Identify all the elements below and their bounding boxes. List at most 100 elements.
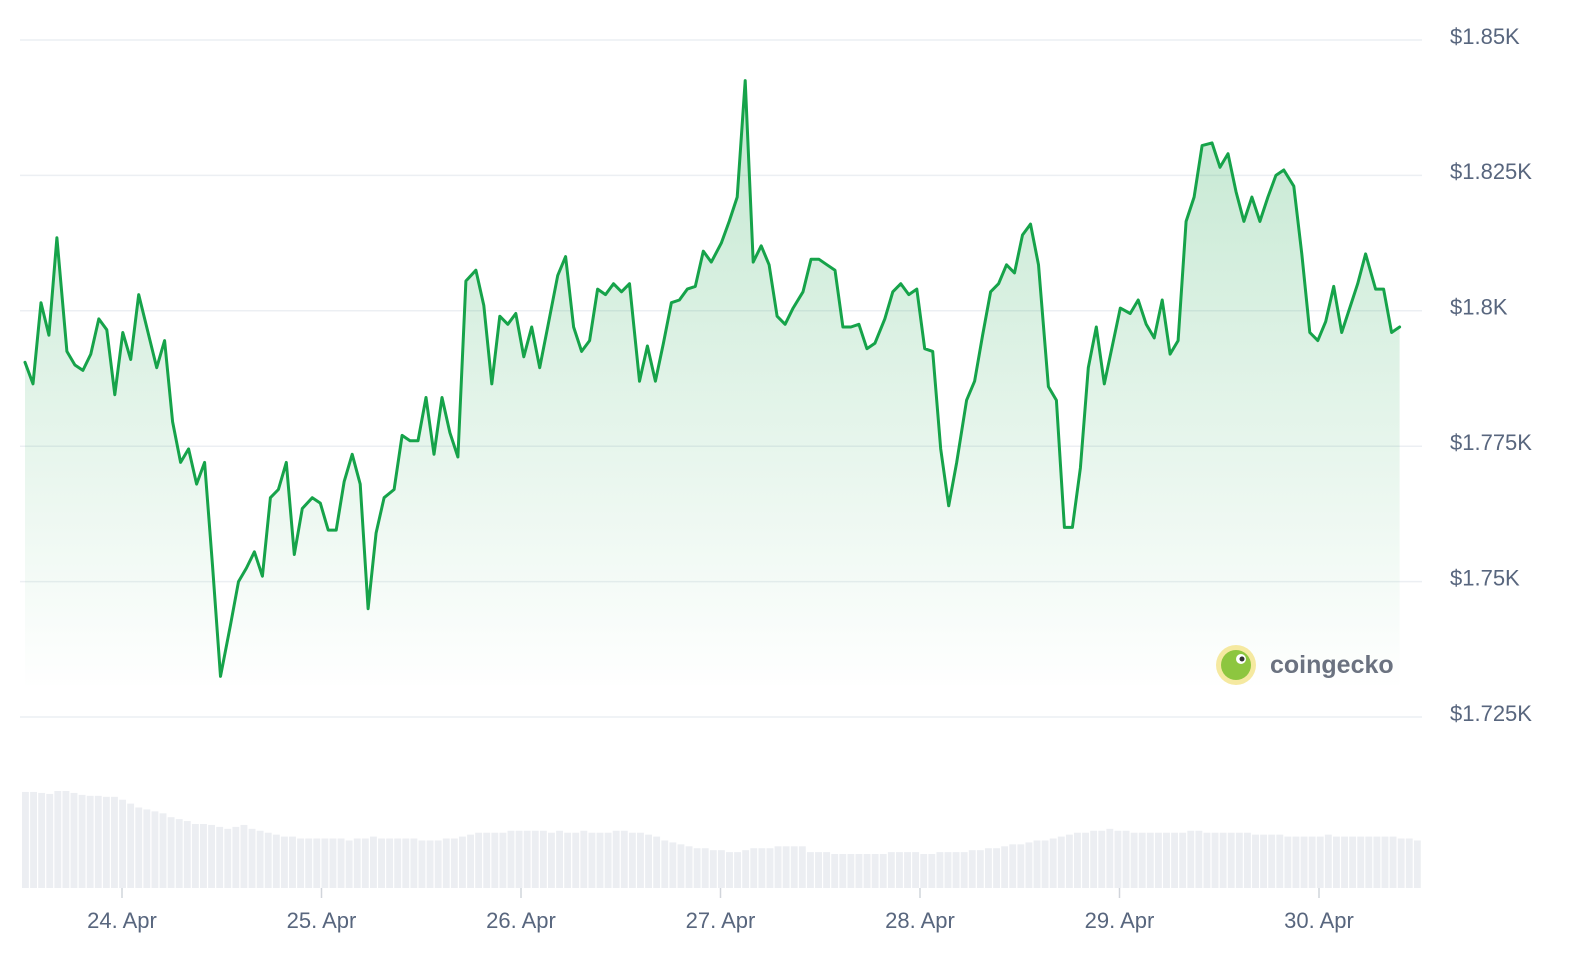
volume-bar	[960, 852, 968, 888]
volume-bar	[750, 848, 758, 888]
volume-bar	[467, 834, 474, 888]
volume-bar	[1001, 846, 1009, 888]
volume-bar	[661, 840, 669, 888]
volume-bar	[46, 793, 54, 888]
volume-bar	[1381, 836, 1389, 888]
volume-bar	[337, 838, 345, 888]
volume-bar	[54, 791, 62, 888]
y-tick-label: $1.775K	[1450, 430, 1532, 455]
volume-bar	[143, 809, 151, 888]
volume-bar	[774, 846, 782, 888]
x-tick-label: 30. Apr	[1284, 908, 1354, 933]
volume-bar	[1397, 838, 1405, 888]
volume-bars	[22, 791, 1421, 888]
volume-bar	[685, 846, 693, 888]
volume-bar	[912, 852, 920, 888]
volume-bar	[1235, 832, 1243, 888]
volume-bar	[645, 834, 653, 888]
volume-bar	[1316, 836, 1324, 888]
x-tick-label: 27. Apr	[686, 908, 756, 933]
volume-bar	[904, 852, 911, 888]
volume-bar	[847, 854, 855, 888]
volume-bar	[111, 796, 118, 888]
volume-bar	[1025, 842, 1033, 888]
coingecko-watermark: coingecko	[1216, 645, 1394, 685]
volume-bar	[483, 832, 491, 888]
x-tick-label: 25. Apr	[287, 908, 357, 933]
volume-bar	[200, 823, 207, 888]
volume-bar	[159, 813, 167, 888]
volume-bar	[976, 850, 984, 888]
volume-bar	[1171, 832, 1179, 888]
volume-bar	[1389, 836, 1397, 888]
volume-bar	[442, 838, 450, 888]
volume-bar	[879, 854, 887, 888]
volume-bar	[1017, 844, 1025, 888]
volume-bar	[572, 832, 580, 888]
volume-bar	[289, 836, 296, 888]
volume-bar	[30, 791, 37, 888]
volume-bar	[175, 819, 183, 888]
volume-bar	[1300, 836, 1308, 888]
volume-bar	[669, 842, 677, 888]
volume-bar	[499, 832, 507, 888]
volume-bar	[1146, 832, 1154, 888]
volume-bar	[1179, 832, 1187, 888]
volume-bar	[1106, 828, 1114, 888]
volume-bar	[758, 848, 766, 888]
volume-bar	[426, 840, 434, 888]
gecko-logo-icon	[1216, 645, 1256, 685]
volume-bar	[167, 817, 175, 888]
volume-bar	[1041, 840, 1049, 888]
volume-bar	[78, 794, 86, 888]
volume-bar	[369, 836, 377, 888]
volume-bar	[305, 838, 313, 888]
price-area-fill	[25, 80, 1400, 691]
y-axis-labels: $1.85K $1.825K $1.8K $1.775K $1.75K $1.725K	[1450, 24, 1532, 726]
volume-bar	[831, 854, 839, 888]
volume-bar	[1211, 832, 1219, 888]
volume-bar	[1082, 832, 1090, 888]
volume-bar	[507, 830, 515, 888]
volume-bar	[232, 826, 240, 888]
volume-bar	[839, 854, 847, 888]
volume-bar	[1357, 836, 1365, 888]
volume-bar	[1195, 830, 1203, 888]
volume-bar	[701, 848, 709, 888]
volume-bar	[280, 836, 288, 888]
volume-bar	[321, 838, 329, 888]
volume-bar	[1349, 836, 1357, 888]
volume-bar	[1098, 830, 1106, 888]
coingecko-brand-text: coingecko	[1270, 651, 1394, 679]
volume-bar	[208, 824, 216, 888]
volume-bar	[224, 828, 232, 888]
volume-bar	[86, 795, 94, 888]
volume-bar	[1341, 836, 1348, 888]
volume-bar	[1122, 830, 1130, 888]
volume-bar	[742, 850, 750, 888]
volume-bar	[386, 838, 394, 888]
volume-bar	[216, 826, 224, 888]
y-tick-label: $1.85K	[1450, 24, 1520, 49]
volume-bar	[734, 852, 742, 888]
volume-bar	[588, 832, 596, 888]
volume-bar	[968, 850, 976, 888]
volume-bar	[434, 840, 442, 888]
volume-bar	[353, 838, 361, 888]
x-axis-labels: 24. Apr 25. Apr 26. Apr 27. Apr 28. Apr 29. A…	[87, 888, 1354, 933]
volume-bar	[70, 792, 78, 888]
volume-bar	[1284, 836, 1292, 888]
volume-bar	[135, 807, 143, 888]
volume-bar	[297, 838, 305, 888]
volume-bar	[936, 852, 944, 888]
volume-bar	[1227, 832, 1235, 888]
price-line[interactable]	[23, 79, 1402, 678]
x-tick-label: 26. Apr	[486, 908, 556, 933]
volume-bar	[920, 854, 928, 888]
volume-bar	[993, 848, 1000, 888]
volume-bar	[782, 846, 790, 888]
volume-bar	[458, 836, 466, 888]
y-tick-label: $1.725K	[1450, 701, 1532, 726]
volume-bar	[1049, 838, 1057, 888]
volume-bar	[726, 852, 733, 888]
